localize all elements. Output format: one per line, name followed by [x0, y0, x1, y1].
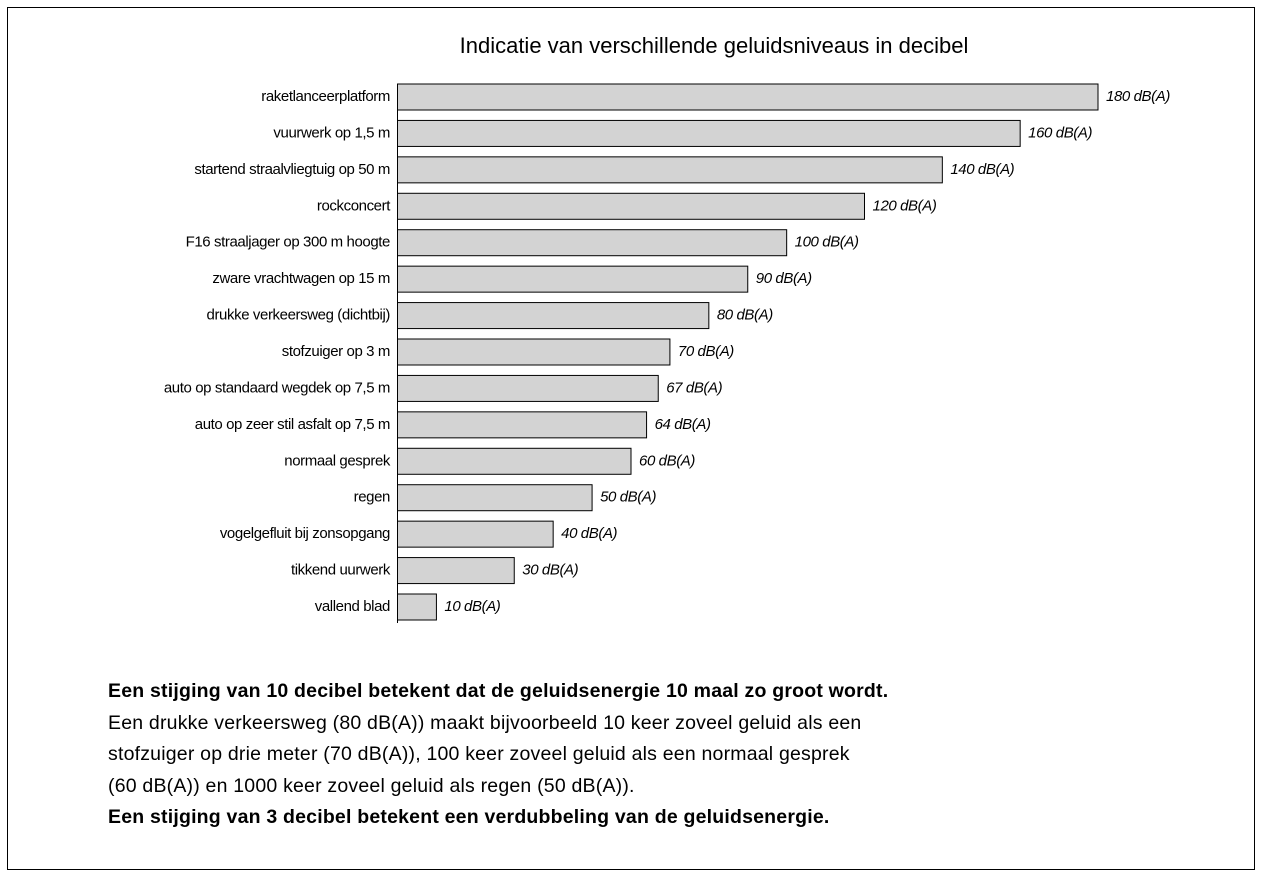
value-label: 64 dB(A) — [655, 416, 711, 433]
bar — [397, 447, 632, 475]
value-label: 10 dB(A) — [444, 598, 500, 615]
text-line: Een drukke verkeersweg (80 dB(A)) maakt … — [108, 711, 862, 734]
bold-line: Een stijging van 3 decibel betekent een … — [108, 806, 830, 828]
bar — [397, 302, 710, 330]
bar — [397, 520, 554, 548]
value-label: 90 dB(A) — [756, 270, 812, 287]
value-label: 40 dB(A) — [561, 525, 617, 542]
bar — [397, 156, 943, 184]
value-label: 80 dB(A) — [717, 307, 773, 324]
category-label: normaal gesprek — [284, 452, 391, 469]
value-label: 67 dB(A) — [666, 379, 722, 396]
category-label: regen — [354, 489, 390, 506]
value-label: 120 dB(A) — [873, 197, 937, 214]
category-label: rockconcert — [317, 197, 391, 214]
category-label: auto op standaard wegdek op 7,5 m — [164, 379, 390, 396]
value-label: 50 dB(A) — [600, 489, 656, 506]
chart-title: Indicatie van verschillende geluidsnivea… — [460, 33, 969, 58]
value-label: 100 dB(A) — [795, 234, 859, 251]
bar — [397, 411, 648, 439]
category-label: startend straalvliegtuig op 50 m — [194, 161, 390, 178]
value-label: 60 dB(A) — [639, 452, 695, 469]
bar — [397, 265, 749, 293]
value-label: 30 dB(A) — [522, 562, 578, 579]
chart: Indicatie van verschillende geluidsnivea… — [164, 33, 1171, 623]
bar — [397, 374, 659, 402]
category-label: vuurwerk op 1,5 m — [273, 124, 390, 141]
bar — [397, 593, 437, 621]
bar — [397, 119, 1021, 147]
category-label: F16 straaljager op 300 m hoogte — [186, 234, 390, 251]
value-label: 70 dB(A) — [678, 343, 734, 360]
explanation: Een stijging van 10 decibel betekent dat… — [108, 676, 888, 834]
bar — [397, 192, 865, 220]
category-label: vallend blad — [315, 598, 390, 615]
value-label: 180 dB(A) — [1106, 88, 1170, 105]
category-label: zware vrachtwagen op 15 m — [212, 270, 390, 287]
bar — [397, 229, 788, 257]
category-label: drukke verkeersweg (dichtbij) — [207, 307, 391, 324]
bar — [397, 83, 1099, 111]
bar — [397, 484, 593, 512]
value-label: 160 dB(A) — [1028, 124, 1092, 141]
value-label: 140 dB(A) — [950, 161, 1014, 178]
category-label: stofzuiger op 3 m — [282, 343, 390, 360]
text-line: (60 dB(A)) en 1000 keer zoveel geluid al… — [108, 774, 635, 797]
category-label: vogelgefluit bij zonsopgang — [220, 525, 390, 542]
category-label: raketlanceerplatform — [261, 88, 390, 105]
bar — [397, 557, 515, 585]
frame — [7, 7, 1255, 870]
bar — [397, 338, 671, 366]
text-line: stofzuiger op drie meter (70 dB(A)), 100… — [108, 743, 850, 765]
category-label: auto op zeer stil asfalt op 7,5 m — [195, 416, 390, 433]
category-label: tikkend uurwerk — [291, 562, 391, 579]
bold-line: Een stijging van 10 decibel betekent dat… — [108, 680, 889, 702]
